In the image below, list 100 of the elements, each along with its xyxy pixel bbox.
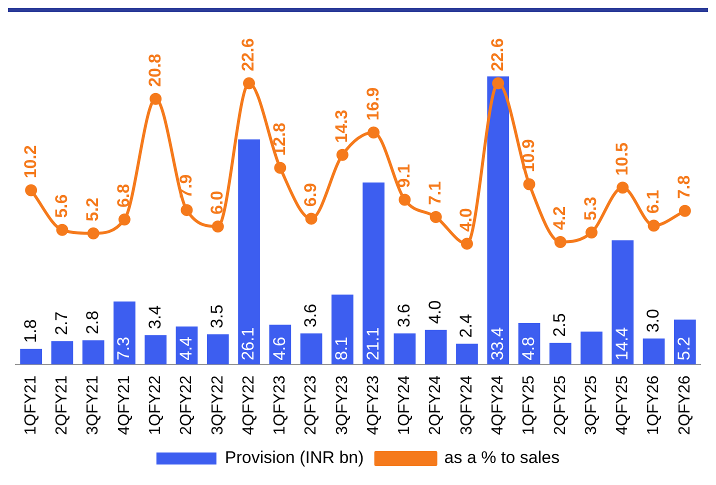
x-tick-label: 2QFY24	[427, 375, 444, 436]
data-label: 8.1	[332, 336, 352, 360]
data-label: 3.5	[208, 304, 227, 328]
point	[25, 184, 38, 196]
data-label: 4.4	[176, 336, 196, 360]
data-label: 6.0	[208, 190, 227, 214]
point	[336, 148, 348, 161]
x-tick-label: 3QFY23	[334, 375, 351, 436]
data-label: 14.3	[332, 110, 352, 143]
x-tick-label: 2QFY23	[302, 375, 320, 436]
x-tick-label: 3QFY22	[209, 375, 226, 436]
x-tick-label: 4QFY22	[240, 375, 258, 436]
data-label: 3.6	[394, 304, 414, 328]
data-label: 16.9	[363, 87, 382, 120]
x-tick-label: 1QFY25	[520, 375, 538, 436]
bar	[51, 341, 74, 364]
data-label: 22.6	[488, 38, 507, 72]
point	[212, 220, 224, 232]
x-tick-label: 1QFY24	[396, 375, 414, 436]
data-label: 5.2	[674, 336, 694, 360]
bar	[332, 294, 354, 364]
point	[87, 227, 100, 240]
data-label: 9.1	[394, 164, 414, 188]
data-label: 5.6	[52, 194, 71, 218]
point	[523, 178, 536, 190]
x-tick-label: 2QFY26	[676, 375, 694, 436]
data-label: 6.1	[643, 190, 662, 214]
point	[180, 204, 193, 216]
data-label: 1.8	[20, 319, 40, 343]
bar	[82, 340, 104, 364]
data-label: 5.2	[83, 198, 102, 222]
x-tick-label: 4QFY21	[116, 375, 133, 436]
data-label: 10.5	[612, 142, 632, 176]
x-tick-label: 2QFY22	[178, 375, 196, 436]
x-tick-label: 2QFY25	[552, 375, 569, 436]
x-tick-label: 1QFY21	[22, 375, 40, 436]
legend-label: as a % to sales	[444, 448, 560, 468]
x-tick-label: 1QFY26	[645, 375, 662, 436]
data-label: 2.4	[456, 314, 476, 338]
x-tick-label: 2QFY21	[54, 375, 71, 436]
data-label: 10.2	[20, 145, 40, 178]
data-label: 6.8	[114, 184, 134, 208]
point	[368, 126, 380, 138]
bar	[642, 338, 665, 364]
point	[118, 214, 130, 226]
bar	[456, 344, 478, 364]
point	[678, 204, 691, 217]
point	[492, 77, 504, 90]
bar	[580, 332, 602, 364]
data-label: 14.4	[612, 327, 632, 360]
data-label: 20.8	[145, 54, 164, 87]
bar	[114, 301, 136, 364]
point	[150, 92, 162, 105]
point	[430, 210, 442, 223]
bar	[394, 333, 416, 364]
data-label: 4.2	[550, 206, 570, 230]
point	[398, 194, 411, 206]
bar	[238, 139, 260, 364]
data-label: 2.8	[83, 310, 102, 334]
data-label: 3.6	[300, 304, 320, 328]
bar	[487, 76, 510, 364]
point	[305, 212, 318, 225]
x-tick-label: 3QFY21	[84, 375, 102, 436]
bar	[144, 335, 167, 364]
data-label: 7.3	[114, 336, 134, 360]
bar	[20, 348, 42, 364]
x-tick-label: 1QFY22	[147, 375, 164, 436]
data-label: 4.6	[270, 336, 289, 360]
data-label: 4.0	[426, 300, 445, 324]
bar	[362, 182, 384, 364]
data-label: 6.9	[300, 183, 320, 207]
data-label: 2.5	[550, 313, 570, 337]
point	[586, 226, 598, 238]
data-label: 4.8	[518, 336, 538, 360]
data-label: 3.4	[145, 305, 164, 330]
bar	[206, 334, 229, 364]
legend-label: Provision (INR bn)	[224, 448, 364, 468]
x-tick-label: 1QFY23	[272, 375, 289, 436]
x-tick-label: 3QFY25	[582, 375, 600, 436]
data-label: 5.3	[581, 196, 600, 220]
x-tick-label: 4QFY23	[364, 375, 382, 436]
point	[616, 182, 629, 194]
data-label: 22.6	[238, 38, 258, 72]
x-tick-label: 4QFY24	[490, 375, 507, 436]
bar	[612, 240, 634, 364]
data-label: 7.8	[674, 175, 694, 199]
point	[554, 236, 566, 248]
data-label: 7.1	[426, 181, 445, 205]
x-tick-label: 4QFY25	[614, 375, 632, 436]
data-label: 4.0	[456, 208, 476, 232]
point	[243, 77, 256, 90]
data-label: 26.1	[238, 327, 258, 360]
point	[648, 220, 660, 232]
bar	[424, 330, 447, 364]
bar	[549, 342, 572, 364]
point	[274, 162, 286, 174]
point	[460, 238, 473, 250]
data-label: 21.1	[363, 327, 382, 360]
x-tick-label: 3QFY24	[458, 375, 476, 436]
data-label: 2.7	[52, 311, 71, 336]
